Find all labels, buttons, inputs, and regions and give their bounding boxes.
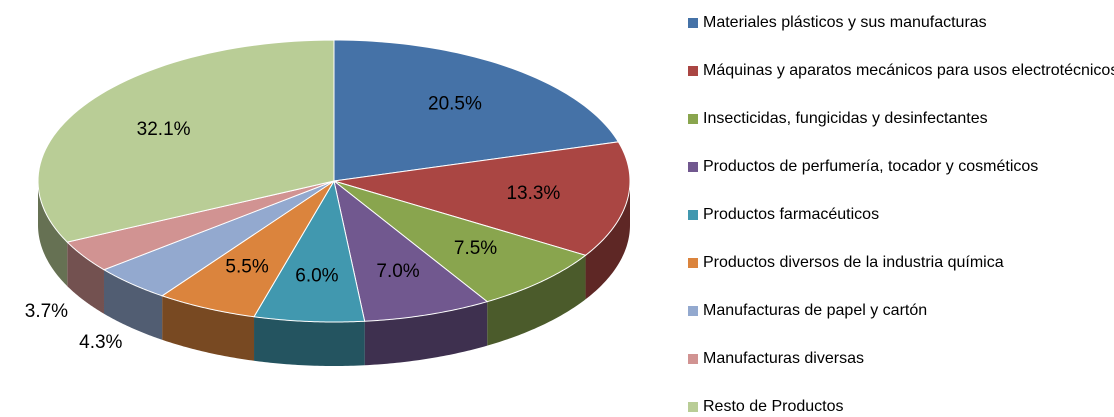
slice [253, 179, 366, 323]
slice [161, 180, 335, 318]
legend-label: Productos diversos de la industria quími… [703, 254, 1004, 271]
legend-label: Resto de Productos [703, 398, 844, 415]
slice [333, 179, 489, 322]
legend-label: Productos farmacéuticos [703, 206, 879, 223]
legend-swatch [688, 354, 698, 364]
legend-label: Máquinas y aparatos mecánicos para usos … [703, 62, 1114, 79]
slice [37, 39, 335, 243]
slice [333, 141, 631, 256]
slice-side [162, 295, 255, 361]
data-label: 7.5% [454, 238, 497, 259]
slice [333, 39, 620, 182]
data-label: 20.5% [428, 93, 482, 114]
legend-swatch [688, 114, 698, 124]
data-label: 3.7% [25, 301, 68, 322]
legend-swatch [688, 18, 698, 28]
legend-label: Productos de perfumería, tocador y cosmé… [703, 158, 1038, 175]
legend-swatch [688, 402, 698, 412]
slice-side [364, 301, 488, 366]
slice [102, 180, 335, 297]
legend-swatch [688, 306, 698, 316]
slice-side [103, 269, 163, 340]
data-label: 5.5% [225, 256, 268, 277]
slice-side [487, 255, 586, 346]
slice-side [67, 242, 104, 314]
data-label: 32.1% [137, 119, 191, 140]
slice-side [254, 316, 365, 366]
data-label: 13.3% [506, 183, 560, 204]
legend-swatch [688, 66, 698, 76]
data-label: 7.0% [376, 261, 419, 282]
legend-label: Materiales plásticos y sus manufacturas [703, 14, 987, 31]
legend-label: Insecticidas, fungicidas y desinfectante… [703, 110, 988, 127]
data-label: 4.3% [79, 332, 122, 353]
legend-swatch [688, 258, 698, 268]
slice-side [38, 181, 68, 287]
data-label: 6.0% [295, 266, 338, 287]
slice-side [585, 181, 630, 300]
slice [333, 180, 587, 303]
legend-swatch [688, 210, 698, 220]
legend-label: Manufacturas de papel y cartón [703, 302, 927, 319]
legend-swatch [688, 162, 698, 172]
legend-label: Manufacturas diversas [703, 350, 864, 367]
slice [66, 180, 335, 271]
